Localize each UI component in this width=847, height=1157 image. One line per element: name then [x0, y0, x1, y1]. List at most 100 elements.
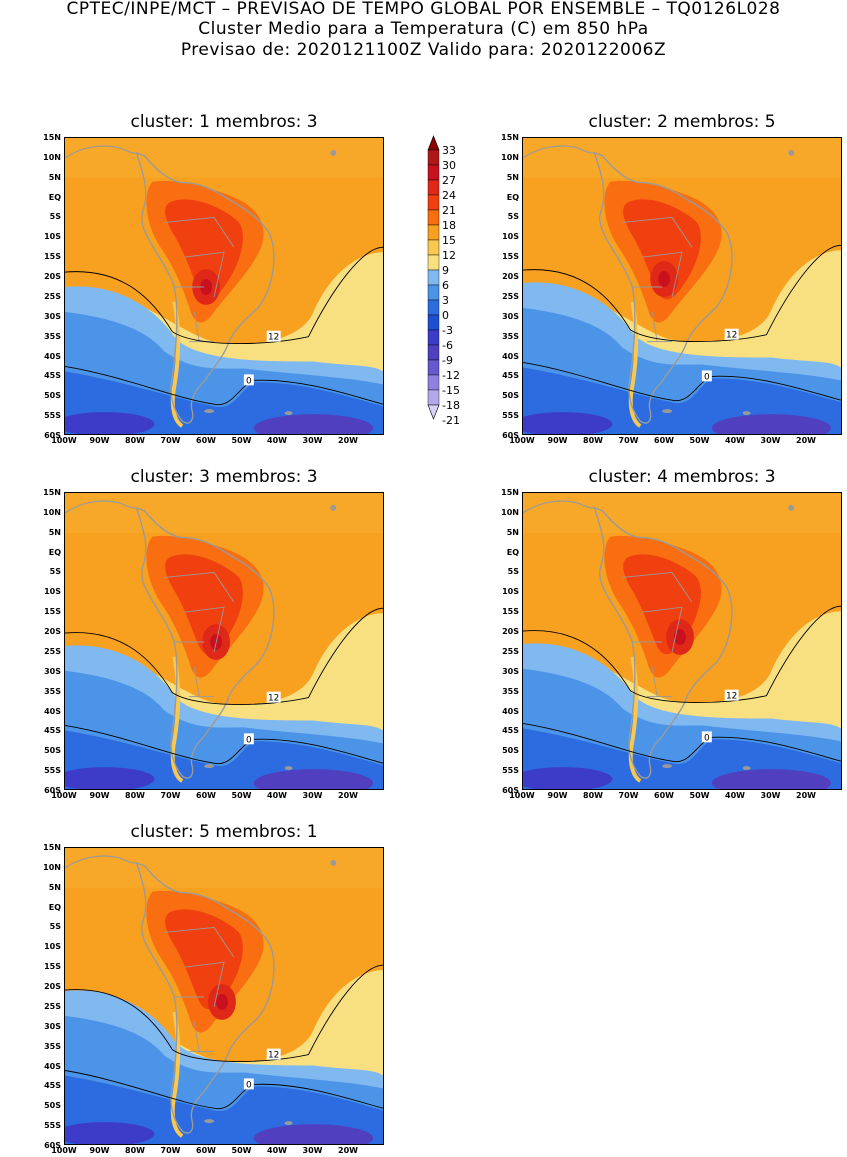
- contour-label-12: 12: [266, 1048, 281, 1061]
- figure-title-line1: CPTEC/INPE/MCT – PREVISAO DE TEMPO GLOBA…: [66, 0, 781, 19]
- lat-tick-label: 5S: [507, 567, 519, 577]
- colorbar-segment: [427, 344, 440, 361]
- falkland-islands: [662, 409, 673, 414]
- contour-label-12: 12: [724, 689, 739, 702]
- south-georgia: [284, 411, 293, 416]
- contour-label-0: 0: [243, 374, 254, 386]
- band-top: [523, 493, 841, 533]
- svg-text:0: 0: [704, 372, 710, 382]
- lat-tick-label: 10S: [502, 587, 519, 597]
- contour-label-0: 0: [701, 731, 712, 743]
- band-minus3: [65, 1122, 155, 1144]
- falkland-islands: [204, 764, 215, 769]
- temperature-map: 12 0: [64, 847, 384, 1145]
- colorbar-segment: [427, 194, 440, 211]
- contour-0: [523, 362, 841, 402]
- panel-title: cluster: 5 membros: 1: [130, 822, 318, 842]
- contour-label-0: 0: [243, 733, 254, 745]
- lat-tick-label: EQ: [506, 547, 519, 557]
- lon-tick-label: 20W: [338, 1146, 358, 1155]
- colorbar-segment: [427, 239, 440, 256]
- band-top: [65, 493, 383, 533]
- lon-tick-label: 70W: [160, 1146, 181, 1155]
- lat-tick-label: 20S: [44, 272, 61, 282]
- south-georgia: [284, 1121, 293, 1126]
- band-minus3: [523, 412, 613, 434]
- south-america-coastline: [135, 506, 275, 779]
- temperature-map: 12 0: [64, 137, 384, 435]
- map-field: 12 0: [65, 493, 383, 789]
- band-27: [216, 994, 228, 1010]
- lon-tick-label: 90W: [547, 791, 568, 800]
- falkland-islands: [204, 1119, 215, 1124]
- colorbar-segment: [427, 224, 440, 241]
- lat-tick-label: 60S: [44, 431, 61, 440]
- lat-tick-label: EQ: [48, 902, 61, 912]
- lat-tick-label: 35S: [502, 686, 519, 696]
- caribbean-island: [330, 504, 337, 511]
- lat-tick-label: 45S: [44, 371, 61, 381]
- lat-tick-label: 50S: [44, 1101, 61, 1111]
- lon-tick-label: 30W: [302, 1146, 323, 1155]
- lat-tick-label: 30S: [44, 666, 61, 676]
- lon-tick-label: 30W: [760, 791, 781, 800]
- lat-tick-label: 5S: [49, 922, 61, 932]
- colorbar-label: 27: [442, 174, 456, 187]
- colorbar-label: 30: [442, 159, 456, 172]
- lat-tick-label: 50S: [502, 746, 519, 756]
- svg-text:12: 12: [268, 333, 279, 343]
- lon-tick-label: 100W: [51, 791, 77, 800]
- lat-tick-label: 35S: [44, 686, 61, 696]
- lat-tick-label: 25S: [44, 646, 61, 656]
- colorbar-label: 18: [442, 219, 456, 232]
- colorbar-label: 0: [442, 309, 449, 322]
- temperature-map: 12 0: [522, 137, 842, 435]
- band-minus6: [253, 414, 374, 434]
- map-field: 12 0: [65, 138, 383, 434]
- contour-0: [65, 366, 383, 406]
- lat-tick-label: 15S: [44, 962, 61, 972]
- lat-tick-label: EQ: [48, 547, 61, 557]
- south-georgia: [284, 766, 293, 771]
- lon-tick-label: 40W: [267, 1146, 287, 1155]
- colorbar-segment: [427, 179, 440, 196]
- lon-tick-label: 60W: [654, 791, 674, 800]
- band-top: [523, 138, 841, 178]
- contour-12: [65, 607, 383, 705]
- band-top: [65, 138, 383, 178]
- lat-tick-label: 10S: [502, 232, 519, 242]
- colorbar-label: -9: [442, 354, 453, 367]
- contour-12: [65, 246, 383, 344]
- lat-tick-label: 15N: [501, 488, 519, 497]
- lon-tick-label: 50W: [689, 436, 710, 445]
- panel-title: cluster: 2 membros: 5: [588, 112, 776, 132]
- contour-label-0: 0: [243, 1078, 254, 1090]
- lon-tick-label: 80W: [125, 436, 145, 445]
- lat-tick-label: 55S: [44, 766, 61, 776]
- temperature-map: 12 0: [522, 492, 842, 790]
- lon-tick-label: 60W: [196, 791, 216, 800]
- lat-tick-label: 25S: [502, 646, 519, 656]
- lat-tick-label: 10N: [43, 862, 61, 872]
- caribbean-island: [330, 859, 337, 866]
- lat-tick-label: 10N: [501, 152, 519, 162]
- lon-tick-label: 70W: [160, 436, 181, 445]
- band-minus6: [253, 1124, 374, 1144]
- lat-tick-label: 15S: [502, 252, 519, 262]
- colorbar-top-arrow: [427, 135, 440, 151]
- lon-tick-label: 70W: [618, 791, 639, 800]
- panel-title: cluster: 3 membros: 3: [130, 467, 318, 487]
- lat-tick-label: 40S: [502, 706, 519, 716]
- south-america-coastline: [135, 151, 275, 424]
- lon-tick-label: 50W: [689, 791, 710, 800]
- lat-tick-label: 40S: [44, 1061, 61, 1071]
- lat-tick-label: 10S: [44, 587, 61, 597]
- lat-tick-label: 25S: [502, 291, 519, 301]
- country-borders: [164, 571, 235, 698]
- colorbar: 33 30 27 24 21 18 15 12 9 6 3 0 -3 -6 -9 -12 -15 -18 -21: [426, 134, 486, 448]
- lon-tick-label: 20W: [338, 791, 358, 800]
- lat-tick-label: 10N: [43, 507, 61, 517]
- svg-text:0: 0: [704, 733, 710, 743]
- lon-tick-label: 60W: [196, 1146, 216, 1155]
- band-27: [200, 279, 213, 295]
